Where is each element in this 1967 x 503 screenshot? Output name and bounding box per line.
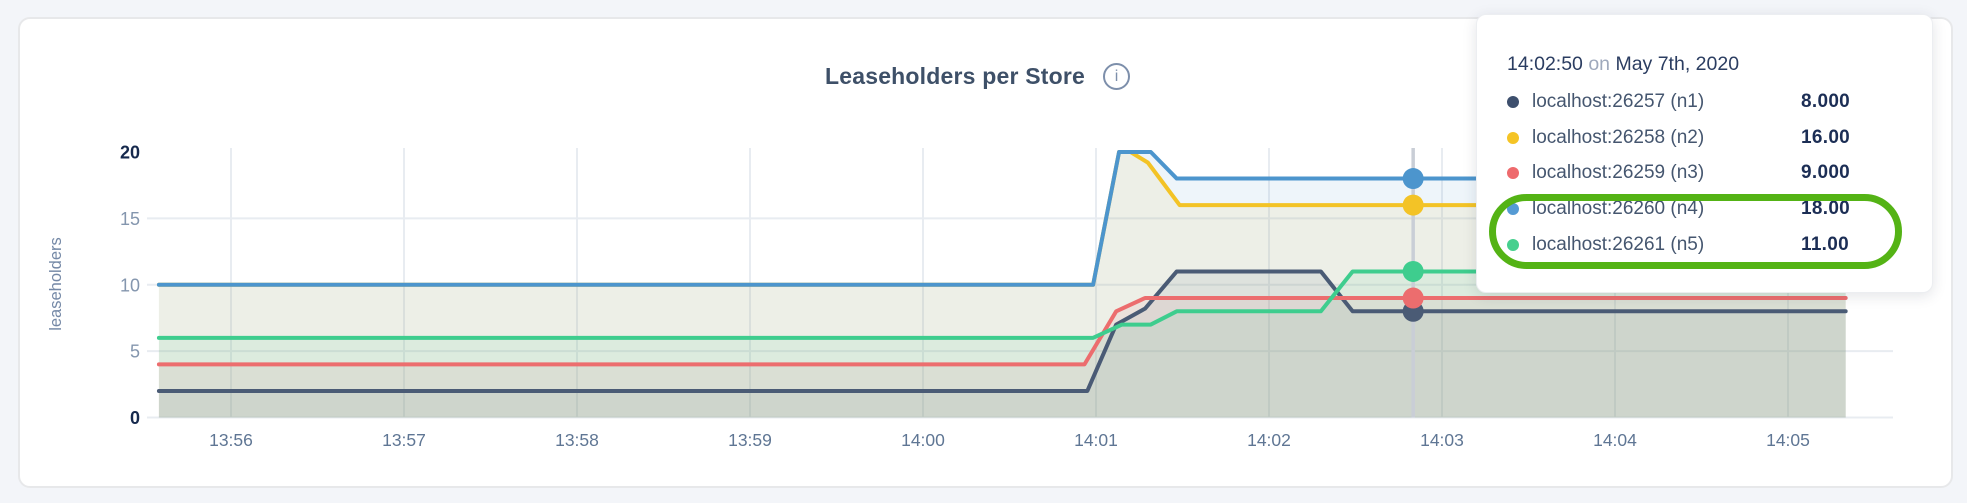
x-axis-tick-label: 14:05	[1766, 430, 1810, 450]
x-axis-tick-label: 13:57	[382, 430, 426, 450]
series-label: localhost:26257 (n1)	[1532, 90, 1705, 112]
line-n5	[156, 269, 1848, 340]
area-n1	[158, 271, 1846, 418]
x-axis-tick-label: 14:00	[901, 430, 945, 450]
line-n4	[156, 150, 1848, 287]
x-axis-tick-label: 14:03	[1420, 430, 1464, 450]
series-value: 8.000	[1801, 90, 1851, 112]
line-n1	[156, 269, 1848, 393]
tooltip-header: 14:02:50 on May 7th, 2020	[1507, 53, 1932, 76]
series-value: 18.00	[1801, 198, 1851, 220]
hover-dot-n5	[1402, 260, 1424, 282]
tooltip-on-word: on	[1588, 53, 1611, 75]
x-axis-tick-label: 14:04	[1593, 430, 1637, 450]
area-n5	[158, 271, 1846, 418]
tooltip-row: localhost:26257 (n1) 8.000	[1507, 84, 1932, 120]
tooltip-row: localhost:26258 (n2) 16.00	[1507, 120, 1932, 156]
series-value: 9.000	[1801, 162, 1851, 184]
x-axis-tick-label: 14:02	[1247, 430, 1291, 450]
series-label: localhost:26259 (n3)	[1532, 162, 1705, 184]
tooltip-row: localhost:26259 (n3) 9.000	[1507, 156, 1932, 192]
series-label: localhost:26258 (n2)	[1532, 126, 1705, 148]
series-color-dot	[1507, 167, 1519, 180]
chart-header: Leaseholders per Store i	[12, 63, 1943, 90]
y-axis-tick-label: 5	[130, 342, 140, 362]
x-axis-tick-label: 14:01	[1074, 430, 1118, 450]
series-label: localhost:26260 (n4)	[1532, 198, 1705, 220]
series-value: 16.00	[1801, 126, 1851, 148]
y-axis-tick-label: 15	[120, 209, 140, 229]
hover-tooltip: 14:02:50 on May 7th, 2020 localhost:2625…	[1476, 14, 1933, 293]
hover-dot-n4	[1402, 168, 1424, 190]
y-axis-tick-label: 0	[130, 408, 140, 428]
x-axis-tick-label: 13:58	[555, 430, 599, 450]
y-axis-title: leaseholders	[47, 237, 65, 331]
area-n3	[158, 298, 1846, 418]
info-icon[interactable]: i	[1103, 63, 1131, 90]
tooltip-rows: localhost:26257 (n1) 8.000 localhost:26258…	[1507, 84, 1932, 263]
series-label: localhost:26261 (n5)	[1532, 234, 1705, 256]
chart-title: Leaseholders per Store	[824, 63, 1086, 89]
y-axis-tick-label: 20	[120, 143, 140, 163]
annotation-circle	[1489, 194, 1902, 269]
y-axis-tick-label: 10	[120, 275, 140, 295]
tooltip-date: May 7th, 2020	[1615, 53, 1740, 75]
series-color-dot	[1507, 131, 1519, 144]
series-color-dot	[1507, 95, 1519, 108]
tooltip-row: localhost:26260 (n4) 18.00	[1507, 191, 1932, 227]
hover-dot-n2	[1402, 194, 1424, 216]
hover-dot-n3	[1402, 287, 1424, 309]
tooltip-time: 14:02:50	[1507, 53, 1583, 75]
x-axis-tick-label: 13:56	[209, 430, 253, 450]
x-axis-tick-label: 13:59	[728, 430, 772, 450]
series-value: 11.00	[1801, 234, 1849, 256]
line-n3	[156, 296, 1848, 367]
